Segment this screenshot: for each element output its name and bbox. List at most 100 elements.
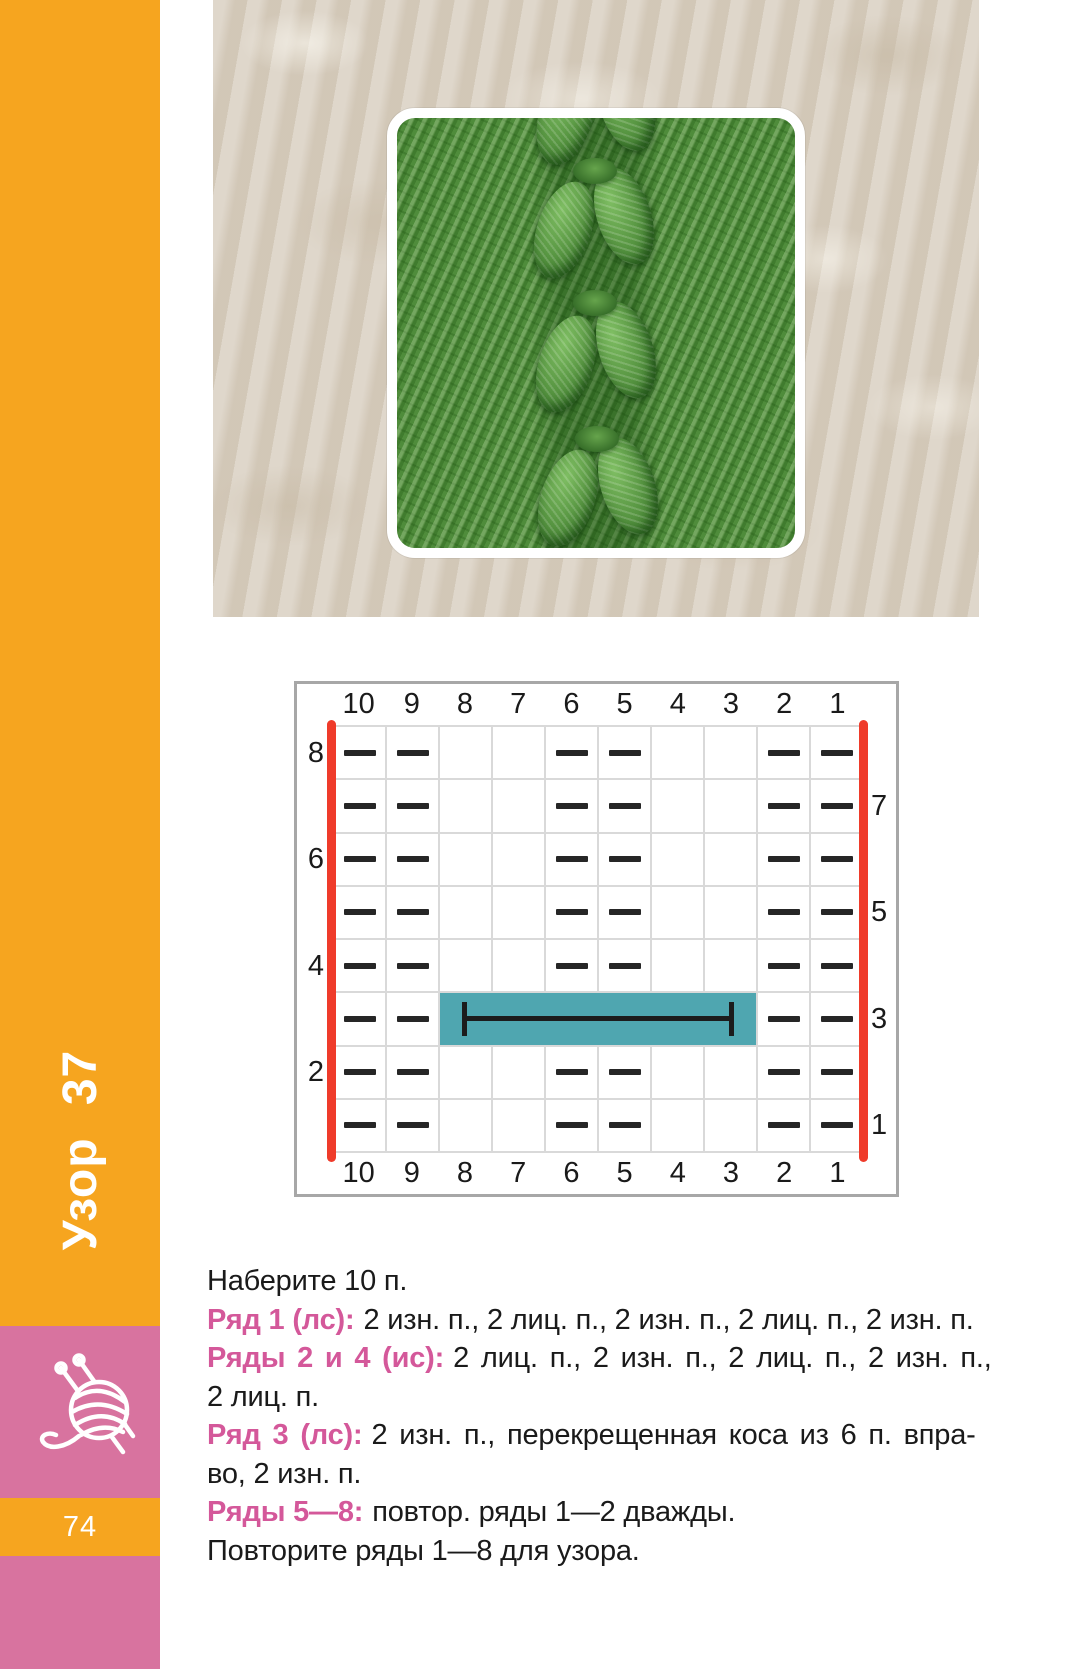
pattern-title-rotated: Узор 37	[45, 960, 115, 1340]
chart-cell-purl	[758, 886, 809, 938]
chart-cell-purl	[811, 833, 862, 885]
row-label: Ряды 5—8:	[207, 1496, 364, 1528]
chart-cell	[440, 780, 491, 832]
chart-cell	[493, 727, 544, 779]
chart-cell-purl	[811, 780, 862, 832]
chart-cell-purl	[546, 940, 597, 992]
chart-column-number: 6	[563, 688, 580, 720]
chart-cell-purl	[546, 833, 597, 885]
chart-cell-purl	[758, 1046, 809, 1098]
chart-cell-purl	[334, 780, 385, 832]
pattern-repeat-line-right	[859, 720, 868, 1162]
chart-cell-purl	[758, 940, 809, 992]
chart-cell	[652, 833, 703, 885]
cable-pinch	[573, 158, 617, 184]
chart-cell	[493, 886, 544, 938]
chart-cell-purl	[811, 886, 862, 938]
chart-cell-purl	[758, 727, 809, 779]
chart-cell-purl	[758, 993, 809, 1045]
chart-cell-purl	[334, 1099, 385, 1151]
chart-cell	[440, 940, 491, 992]
chart-cell	[705, 1046, 756, 1098]
instruction-line: Повторите ряды 1—8 для узора.	[207, 1532, 967, 1571]
chart-cell-purl	[811, 993, 862, 1045]
chart-cell	[493, 833, 544, 885]
chart-cell-purl	[546, 727, 597, 779]
cable-symbol-box	[440, 993, 756, 1045]
chart-cell	[652, 886, 703, 938]
pattern-instructions: Наберите 10 п. Ряд 1 (лс): 2 изн. п., 2 ли…	[207, 1262, 992, 1571]
chart-cell-purl	[599, 833, 650, 885]
chart-cell	[705, 1099, 756, 1151]
chart-cell-purl	[599, 886, 650, 938]
chart-column-number: 5	[616, 1157, 633, 1189]
cable-pinch	[573, 290, 617, 316]
chart-cell	[440, 886, 491, 938]
knitting-chart: 10 9 8 7 6 5 4 3 2 1 10 9 8 7 6 5 4 3 2 1 8 6 4 2 7 5 3 1	[294, 681, 899, 1197]
instruction-text: повтор. ряды 1—2 дважды.	[372, 1496, 736, 1528]
chart-cell	[493, 1099, 544, 1151]
pattern-title: Узор 37	[53, 1049, 107, 1251]
chart-cell	[652, 940, 703, 992]
instruction-text: 2 изн. п., 2 лиц. п., 2 изн. п., 2 лиц. …	[363, 1303, 974, 1336]
chart-cell-purl	[387, 1099, 438, 1151]
chart-column-number: 3	[722, 1157, 740, 1189]
cable-symbol-endbar	[729, 1001, 734, 1036]
page-number-band: 74	[0, 1498, 160, 1556]
chart-cell-purl	[334, 1046, 385, 1098]
chart-row-number: 6	[307, 843, 324, 876]
chart-column-number: 4	[669, 688, 686, 720]
instruction-text: 2 изн. п., перекрещенная коса из 6 п. вп…	[371, 1419, 976, 1451]
chart-cell	[440, 1099, 491, 1151]
chart-cell-purl	[387, 833, 438, 885]
chart-cell-purl	[546, 1046, 597, 1098]
instruction-text: 2 лиц. п., 2 изн. п., 2 лиц. п., 2 изн. …	[453, 1342, 992, 1374]
chart-cell-purl	[546, 1099, 597, 1151]
chart-cell	[440, 1046, 491, 1098]
chart-cell	[705, 940, 756, 992]
chart-column-number: 1	[829, 1157, 846, 1189]
chart-column-number: 10	[342, 1157, 375, 1189]
chart-column-number: 5	[616, 688, 633, 720]
instruction-line: Наберите 10 п.	[207, 1262, 967, 1301]
chart-cell-purl	[387, 993, 438, 1045]
chart-cell-purl	[387, 1046, 438, 1098]
chart-column-number: 3	[722, 688, 740, 720]
cable-pinch	[575, 426, 619, 452]
chart-cell-purl	[546, 886, 597, 938]
chart-row-number: 7	[871, 789, 888, 822]
chart-column-number: 8	[456, 1157, 474, 1189]
cable-symbol-line	[464, 1016, 732, 1022]
chart-cell-purl	[811, 727, 862, 779]
instruction-text: Повторите ряды 1—8 для узора.	[207, 1534, 640, 1567]
chart-cell-purl	[758, 833, 809, 885]
chart-cell-purl	[599, 1046, 650, 1098]
chart-cell-purl	[387, 940, 438, 992]
yarn-ball-icon	[39, 1353, 136, 1455]
chart-cell-purl	[334, 940, 385, 992]
chart-cell-purl	[811, 1046, 862, 1098]
chart-cell-purl	[387, 780, 438, 832]
chart-column-number: 1	[829, 688, 846, 720]
chart-cell-purl	[599, 1099, 650, 1151]
chart-row-number: 1	[871, 1109, 888, 1142]
instruction-text: Наберите 10 п.	[207, 1265, 408, 1297]
sidebar: Узор 37 74	[0, 0, 160, 1669]
chart-column-number: 9	[403, 1157, 420, 1189]
chart-bottom-numbers: 10 9 8 7 6 5 4 3 2 1	[332, 1155, 864, 1189]
row-label: Ряд 3 (лс):	[207, 1419, 363, 1451]
chart-cell-purl	[334, 727, 385, 779]
chart-row-number: 8	[307, 736, 324, 769]
pattern-repeat-line-left	[327, 720, 336, 1162]
chart-cell-purl	[811, 1099, 862, 1151]
instruction-line: 2 лиц. п.	[207, 1378, 967, 1417]
chart-cell	[440, 833, 491, 885]
chart-column-number: 2	[776, 1157, 793, 1189]
chart-row-number: 5	[871, 896, 888, 929]
chart-row-number: 3	[871, 1002, 888, 1035]
chart-cell-purl	[387, 886, 438, 938]
row-label: Ряд 1 (лс):	[207, 1303, 355, 1336]
chart-cell-purl	[334, 993, 385, 1045]
instruction-line: Ряд 1 (лс): 2 изн. п., 2 лиц. п., 2 изн. …	[207, 1301, 974, 1340]
